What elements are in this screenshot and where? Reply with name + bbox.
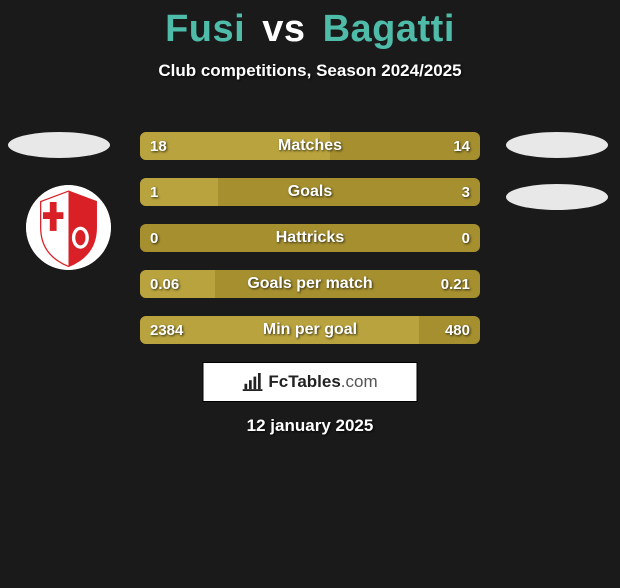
- stat-row: 0Hattricks0: [140, 224, 480, 252]
- footer-branding: FcTables.com: [203, 362, 418, 402]
- stat-label: Min per goal: [140, 316, 480, 344]
- stat-label: Matches: [140, 132, 480, 160]
- player1-name: Fusi: [165, 8, 245, 50]
- comparison-title: Fusi vs Bagatti: [0, 8, 620, 51]
- stat-label: Goals per match: [140, 270, 480, 298]
- club-badge-icon: [26, 185, 111, 270]
- player2-name: Bagatti: [323, 8, 455, 50]
- stat-value-right: 480: [445, 316, 470, 344]
- stat-row: 2384Min per goal480: [140, 316, 480, 344]
- vs-text: vs: [262, 8, 305, 50]
- stat-row: 0.06Goals per match0.21: [140, 270, 480, 298]
- stat-bars: 18Matches14 1Goals3 0Hattricks0 0.06Goals p…: [140, 132, 480, 362]
- footer-text: FcTables.com: [268, 372, 377, 392]
- left-ellipse: [8, 132, 110, 158]
- stat-row: 1Goals3: [140, 178, 480, 206]
- stat-label: Hattricks: [140, 224, 480, 252]
- stat-value-right: 0.21: [441, 270, 470, 298]
- footer-suffix: .com: [341, 372, 378, 391]
- stat-row: 18Matches14: [140, 132, 480, 160]
- stat-value-right: 3: [462, 178, 470, 206]
- stat-label: Goals: [140, 178, 480, 206]
- right-ellipse-2: [506, 184, 608, 210]
- footer-brand: FcTables: [268, 372, 340, 391]
- stat-value-right: 0: [462, 224, 470, 252]
- date-text: 12 january 2025: [0, 416, 620, 436]
- subtitle: Club competitions, Season 2024/2025: [0, 61, 620, 81]
- right-ellipse-1: [506, 132, 608, 158]
- club-badge-left: [26, 185, 111, 270]
- chart-icon: [242, 373, 264, 391]
- stat-value-right: 14: [453, 132, 470, 160]
